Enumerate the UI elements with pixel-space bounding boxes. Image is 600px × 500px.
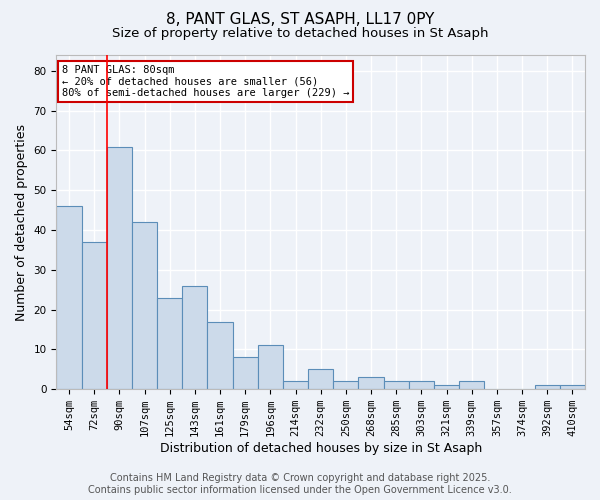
Bar — [459, 382, 484, 389]
Bar — [107, 146, 132, 389]
Bar — [258, 346, 283, 389]
Bar — [333, 382, 358, 389]
Text: 8 PANT GLAS: 80sqm
← 20% of detached houses are smaller (56)
80% of semi-detache: 8 PANT GLAS: 80sqm ← 20% of detached hou… — [62, 65, 349, 98]
Text: Contains HM Land Registry data © Crown copyright and database right 2025.
Contai: Contains HM Land Registry data © Crown c… — [88, 474, 512, 495]
Bar — [82, 242, 107, 389]
Bar — [409, 382, 434, 389]
Bar — [208, 322, 233, 389]
X-axis label: Distribution of detached houses by size in St Asaph: Distribution of detached houses by size … — [160, 442, 482, 455]
Text: Size of property relative to detached houses in St Asaph: Size of property relative to detached ho… — [112, 28, 488, 40]
Bar — [182, 286, 208, 389]
Bar — [308, 370, 333, 389]
Text: 8, PANT GLAS, ST ASAPH, LL17 0PY: 8, PANT GLAS, ST ASAPH, LL17 0PY — [166, 12, 434, 28]
Bar — [132, 222, 157, 389]
Bar — [56, 206, 82, 389]
Bar — [283, 382, 308, 389]
Y-axis label: Number of detached properties: Number of detached properties — [15, 124, 28, 320]
Bar — [157, 298, 182, 389]
Bar — [535, 385, 560, 389]
Bar — [383, 382, 409, 389]
Bar — [560, 385, 585, 389]
Bar — [233, 358, 258, 389]
Bar — [358, 378, 383, 389]
Bar — [434, 385, 459, 389]
